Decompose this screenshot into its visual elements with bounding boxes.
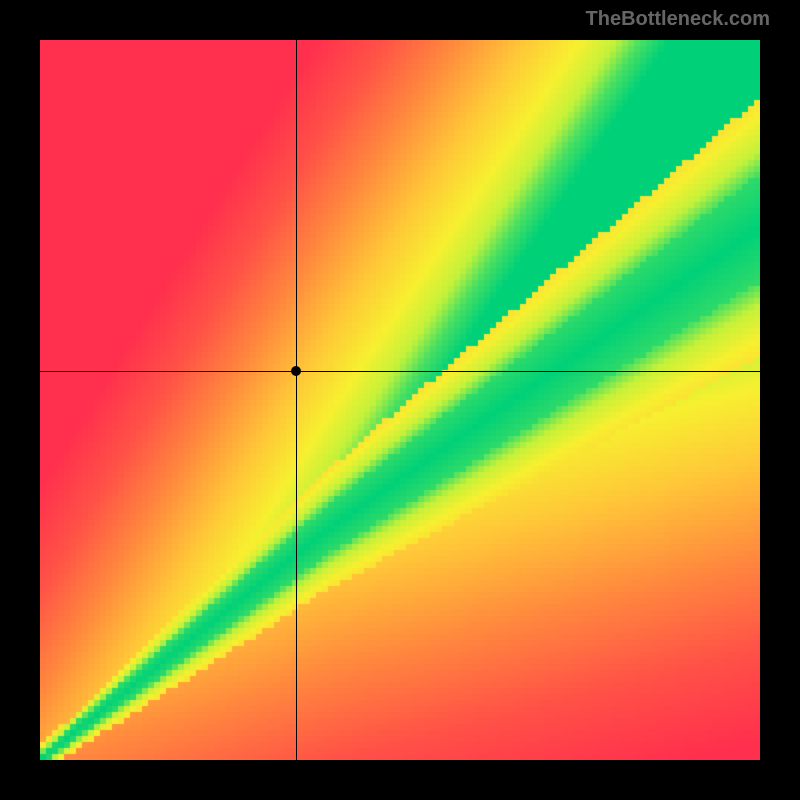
crosshair-marker bbox=[291, 366, 301, 376]
crosshair-vertical bbox=[296, 40, 297, 760]
crosshair-horizontal bbox=[40, 371, 760, 372]
heatmap-plot bbox=[40, 40, 760, 760]
watermark-text: TheBottleneck.com bbox=[586, 8, 770, 31]
heatmap-canvas bbox=[40, 40, 760, 760]
